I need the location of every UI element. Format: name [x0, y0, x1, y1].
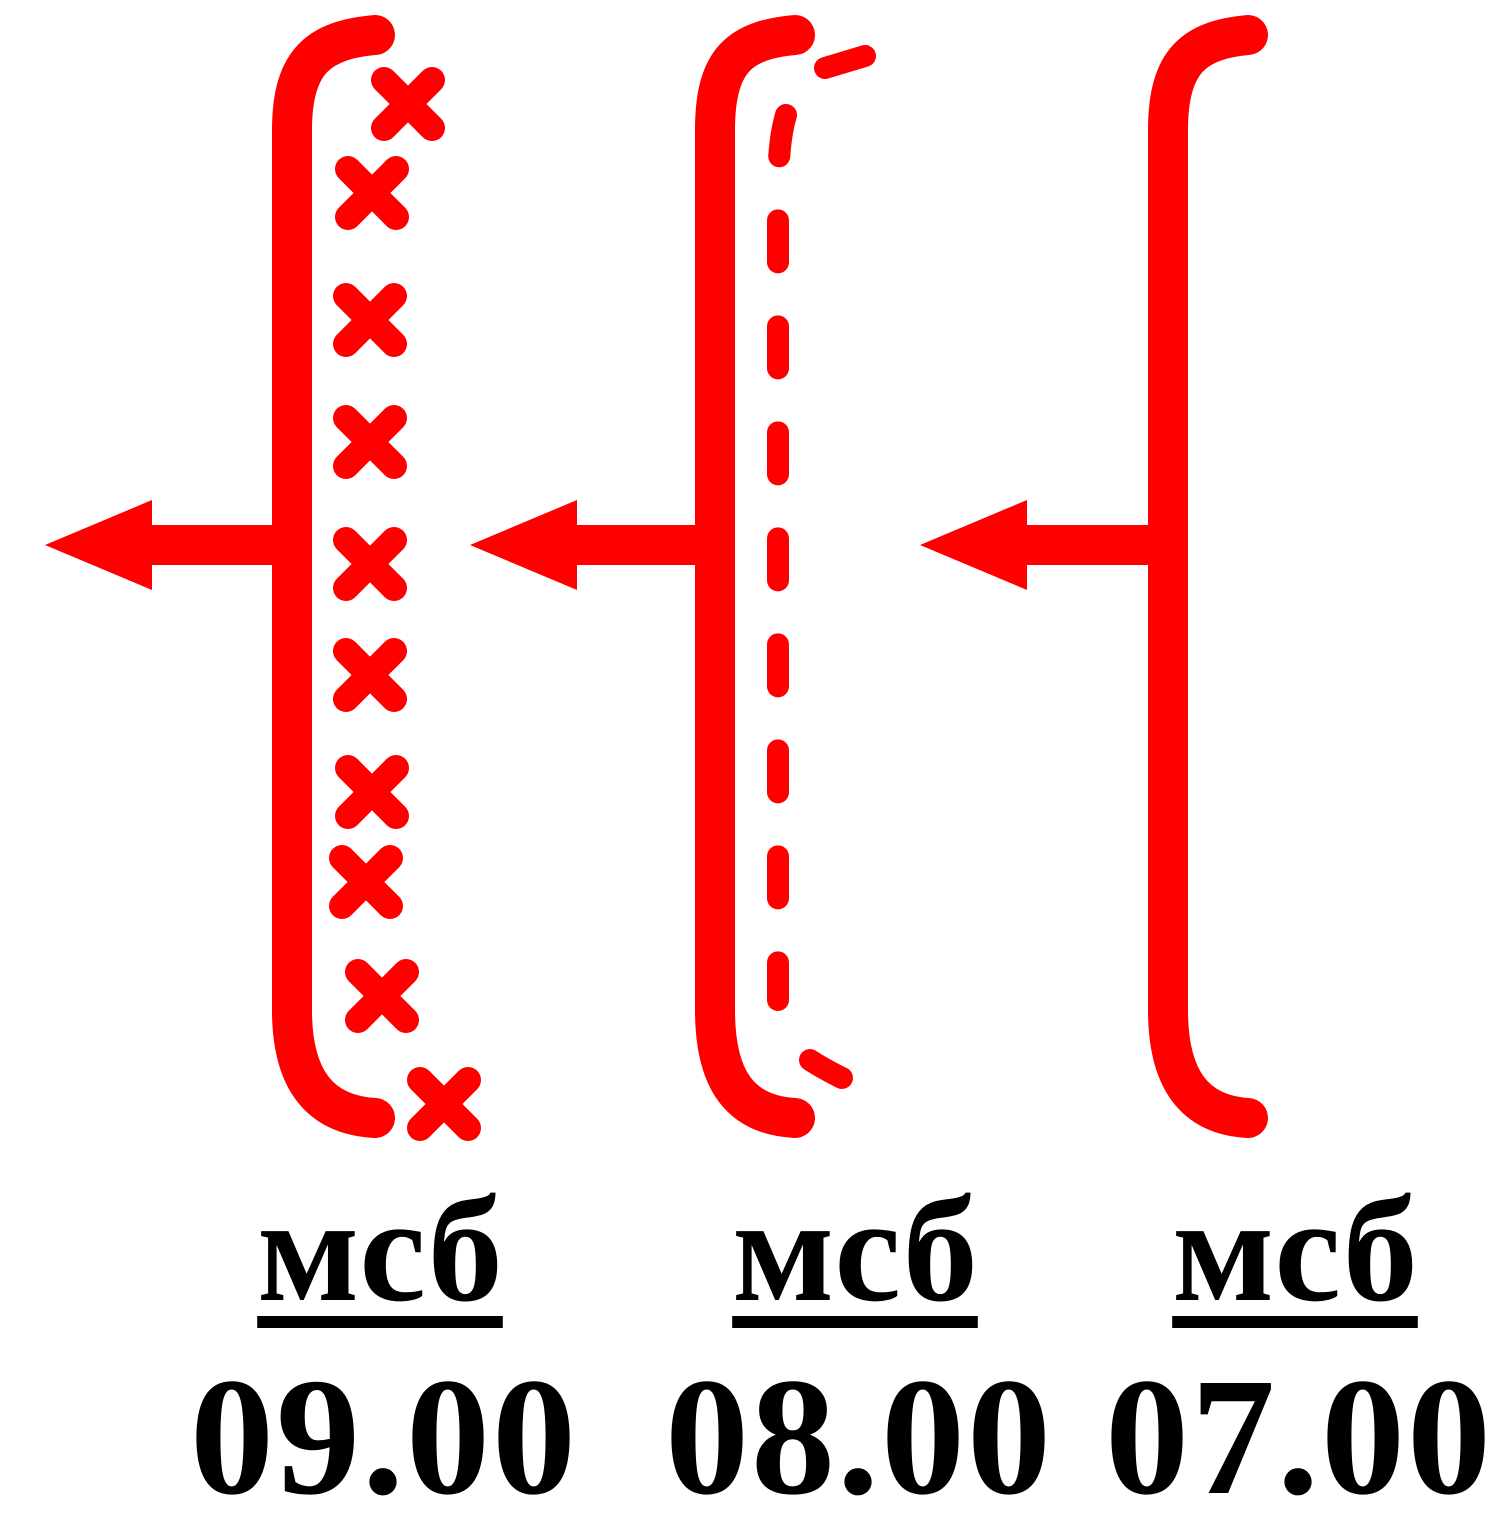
- cross-mark: [335, 755, 409, 829]
- cross-mark: [345, 959, 419, 1033]
- label-group-0900: мсб 09.00: [190, 1167, 578, 1530]
- time-label: 08.00: [665, 1344, 1053, 1530]
- unit-label: мсб: [732, 1167, 978, 1333]
- front-symbol-0900: [45, 15, 481, 1141]
- bracket-0700: [1148, 15, 1268, 1138]
- cross-mark: [407, 1067, 481, 1141]
- cross-mark: [371, 67, 445, 141]
- bracket-0900: [272, 15, 395, 1138]
- cross-mark: [333, 405, 407, 479]
- unit-label: мсб: [1172, 1167, 1418, 1333]
- cross-mark: [333, 638, 407, 712]
- bracket-0800: [695, 15, 815, 1138]
- front-symbol-0800: [470, 15, 876, 1138]
- time-label: 09.00: [190, 1344, 578, 1530]
- left-arrow-0900: [45, 500, 312, 590]
- left-arrow-0700: [920, 500, 1188, 590]
- label-group-0700: мсб 07.00: [1105, 1167, 1493, 1530]
- cross-mark: [335, 156, 409, 230]
- dashed-line-0800-tail: [799, 1049, 853, 1089]
- left-arrow-0800: [470, 500, 735, 590]
- label-group-0800: мсб 08.00: [665, 1167, 1053, 1530]
- cross-line-0900: [329, 67, 481, 1141]
- cross-mark: [333, 527, 407, 601]
- dashed-line-0800-main: [767, 104, 797, 1011]
- cross-mark: [333, 283, 407, 357]
- cross-mark: [329, 845, 403, 919]
- time-label: 07.00: [1105, 1344, 1493, 1530]
- dashed-line-0800: [814, 45, 876, 79]
- front-symbol-0700: [920, 15, 1268, 1138]
- unit-label: мсб: [257, 1167, 503, 1333]
